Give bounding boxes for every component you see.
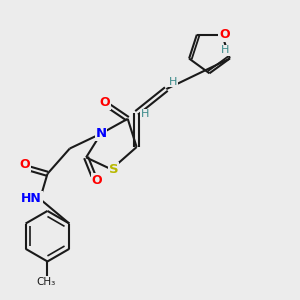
Text: O: O <box>219 28 230 41</box>
Text: O: O <box>91 174 102 187</box>
Text: H: H <box>221 45 230 55</box>
Text: HN: HN <box>21 192 42 205</box>
Text: O: O <box>100 96 110 109</box>
Text: N: N <box>95 127 106 140</box>
Text: O: O <box>19 158 30 171</box>
Text: S: S <box>109 163 118 176</box>
Text: H: H <box>169 76 177 87</box>
Text: H: H <box>141 109 149 119</box>
Text: CH₃: CH₃ <box>36 277 56 287</box>
